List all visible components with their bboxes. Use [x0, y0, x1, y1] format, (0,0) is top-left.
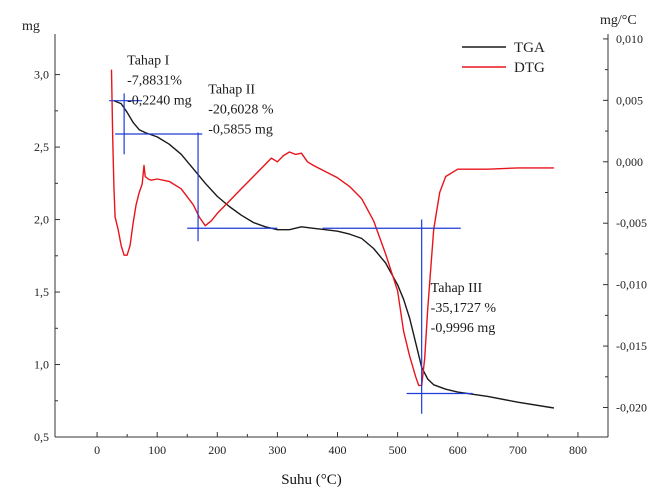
y-left-unit-label: mg	[22, 19, 40, 34]
y-right-tick-label: -0,020	[616, 401, 647, 415]
x-tick-label: 500	[389, 443, 407, 457]
y-right-tick-label: 0,005	[616, 93, 643, 107]
plot-area: 0 100 200 300 400 500 600 700 800 0,5 1,0 1,5 2,0 2,5…	[34, 32, 647, 457]
y-left-tick-label: 1,0	[34, 358, 49, 372]
stage-annotation-line: -35,1727 %	[431, 301, 497, 316]
y-right-tick-label: 0,000	[616, 155, 643, 169]
x-tick-label: 800	[569, 443, 587, 457]
stage-annotation-line: Tahap II	[208, 82, 255, 97]
x-tick-label: 400	[329, 443, 347, 457]
x-tick-label: 600	[449, 443, 467, 457]
stage-annotation-line: Tahap I	[127, 53, 170, 68]
y-right-tick-label: -0,005	[616, 216, 647, 230]
x-tick-label: 300	[268, 443, 286, 457]
y-left-tick-label: 3,0	[34, 68, 49, 82]
stage-annotation-line: -0,9996 mg	[431, 321, 496, 336]
stage-annotation-line: -20,6028 %	[208, 102, 274, 117]
legend-label-dtg: DTG	[514, 60, 545, 76]
stage-annotation-line: Tahap III	[431, 281, 483, 296]
legend: TGA DTG	[462, 40, 545, 76]
y-right-unit-label: mg/°C	[600, 13, 637, 28]
y-right-tick-label: 0,010	[616, 32, 643, 46]
y-left-tick-label: 2,5	[34, 140, 49, 154]
y-right-tick-label: -0,010	[616, 278, 647, 292]
stage-annotation-line: -7,8831%	[127, 73, 182, 88]
x-tick-label: 100	[148, 443, 166, 457]
series-line-dtg	[110, 69, 554, 387]
stage-annotation-line: -0,5855 mg	[208, 122, 273, 137]
x-tick-label: 0	[94, 443, 100, 457]
x-tick-label: 200	[208, 443, 226, 457]
y-right-tick-label: -0,015	[616, 339, 647, 353]
stage-annotation-line: -0,2240 mg	[127, 93, 192, 108]
y-left-tick-label: 2,0	[34, 213, 49, 227]
series-line-tga	[113, 100, 555, 409]
y-left-tick-label: 0,5	[34, 430, 49, 444]
legend-label-tga: TGA	[514, 40, 545, 56]
x-axis-label: Suhu (°C)	[281, 472, 342, 488]
x-tick-label: 700	[509, 443, 527, 457]
y-left-tick-label: 1,5	[34, 285, 49, 299]
